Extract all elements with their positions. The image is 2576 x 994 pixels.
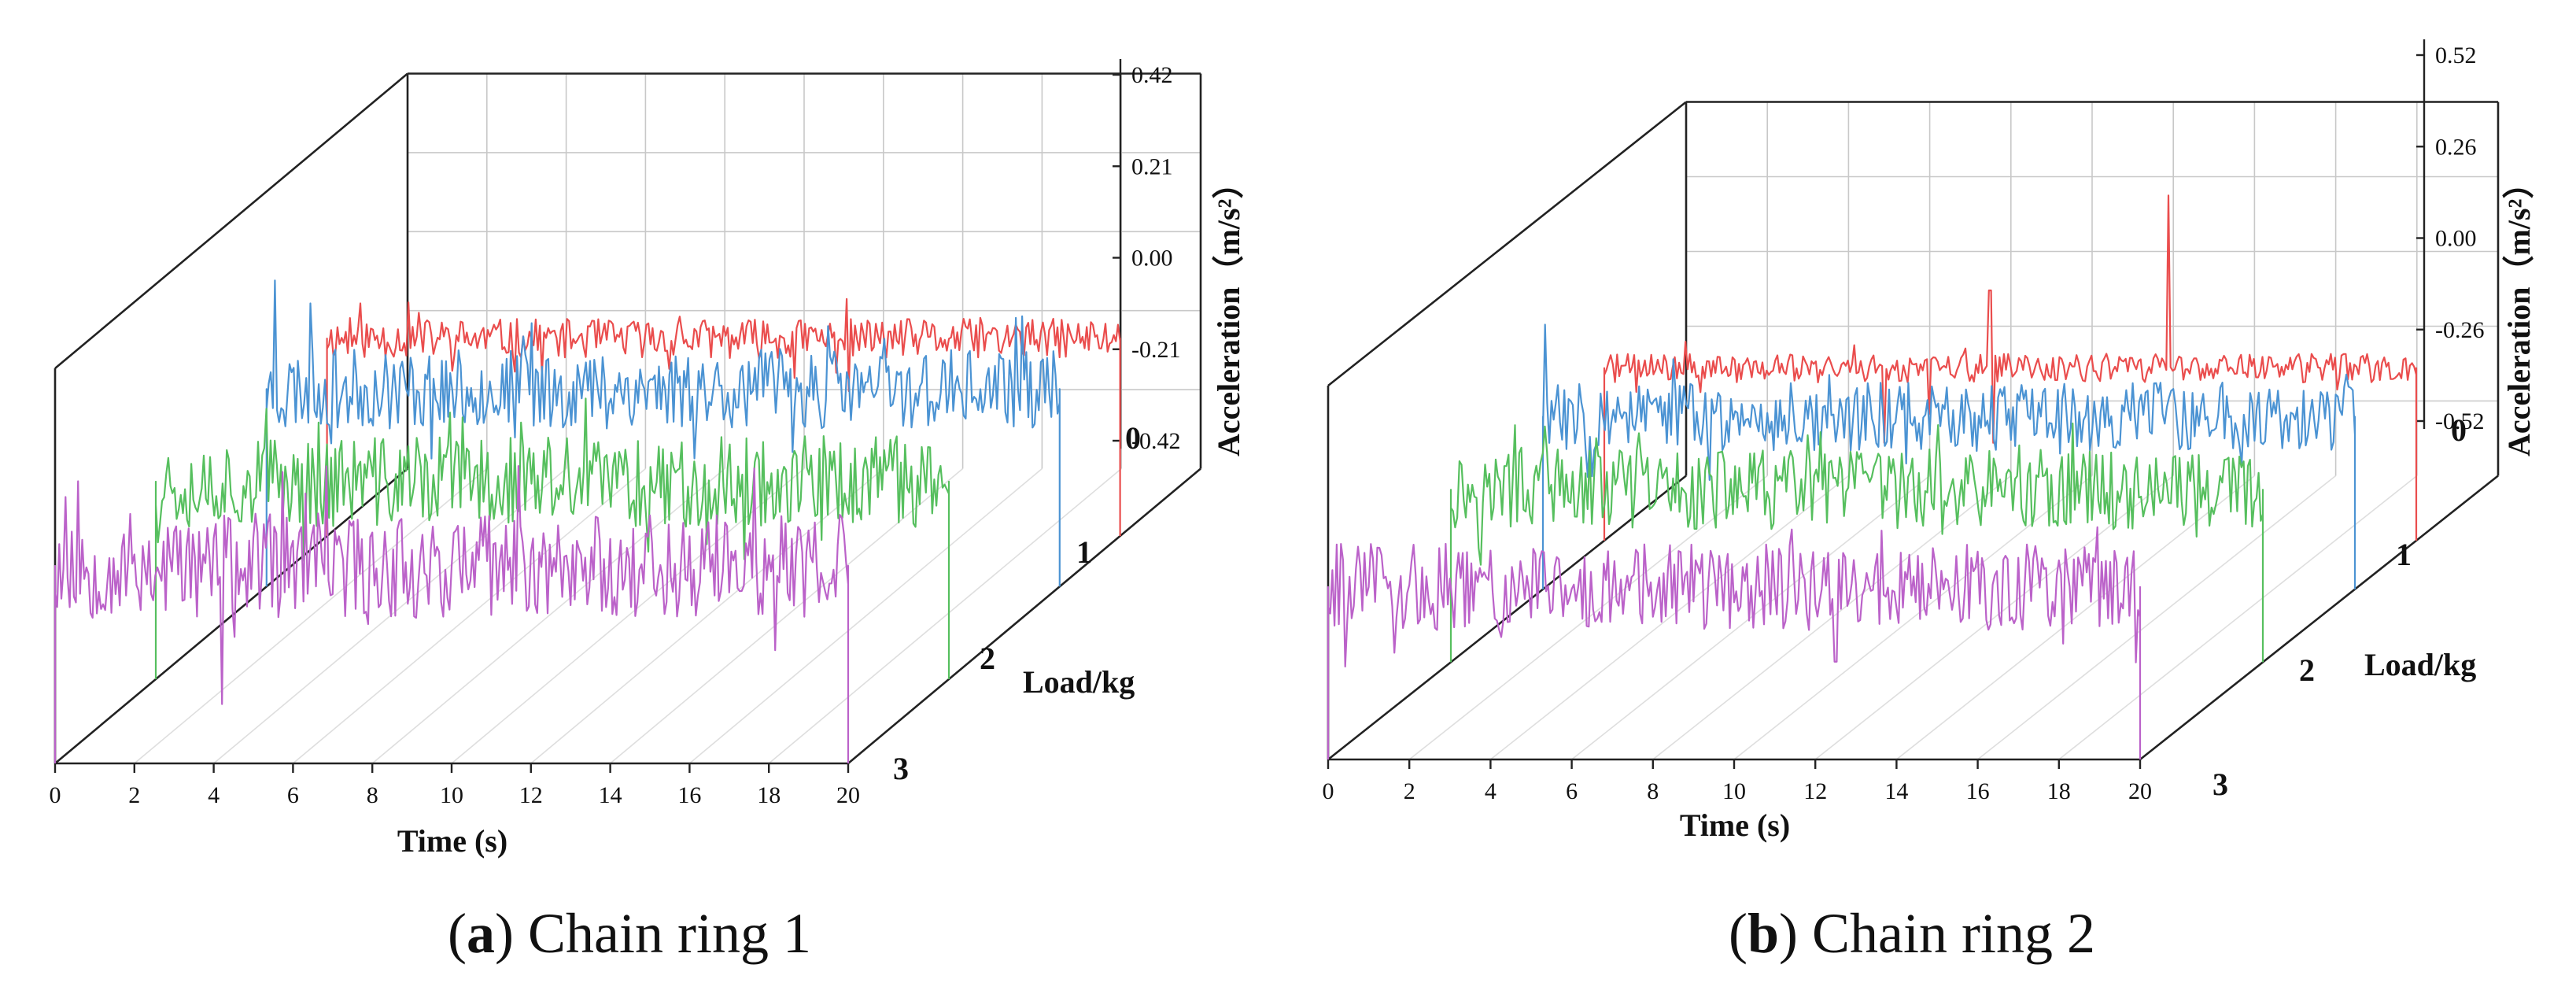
x-tick-label: 12: [519, 782, 543, 808]
x-axis-label: Time (s): [397, 823, 507, 859]
grid: [1327, 101, 2499, 760]
grid-line: [1977, 475, 2337, 760]
x-tick-label: 10: [440, 782, 463, 808]
caption-text: ) Chain ring 1: [495, 902, 811, 965]
x-tick-label: 6: [1566, 778, 1578, 804]
y-tick-label: 0.21: [1131, 153, 1173, 179]
z-tick-label: 1: [2396, 537, 2412, 572]
grid-line: [1489, 475, 1849, 760]
y-tick-label: 0.42: [1131, 62, 1173, 88]
x-tick-label: 16: [677, 782, 701, 808]
z-axis: 0 1 2 3 Load/kg: [2212, 412, 2476, 802]
series-line-load-3: [54, 465, 850, 763]
series-line-load-2: [1449, 422, 2264, 663]
caption-open-paren: (: [1729, 902, 1747, 965]
x-tick-label: 8: [367, 782, 378, 808]
y-axis: 0.42 0.21 0.00 -0.21 -0.42 Acceleration（m/s²）: [1113, 59, 1246, 456]
y-tick-label: 0.26: [2435, 134, 2477, 160]
y-tick-label: -0.42: [1131, 428, 1181, 454]
x-tick-label: 2: [1404, 778, 1415, 804]
x-tick-label: 14: [599, 782, 622, 808]
grid-line: [1733, 475, 2093, 760]
axis-line: [1327, 101, 1687, 387]
x-tick-label: 20: [836, 782, 860, 808]
x-tick-label: 0: [50, 782, 61, 808]
z-axis-label: Load/kg: [1023, 664, 1135, 700]
y-tick-label: 0.00: [1131, 246, 1173, 272]
grid: [54, 72, 1201, 764]
y-tick-label: 0.52: [2435, 42, 2477, 68]
series-line-load-2: [154, 397, 950, 679]
series-group: [54, 279, 1121, 763]
z-tick-label: 0: [1125, 420, 1141, 456]
y-tick-label: -0.26: [2435, 317, 2485, 343]
z-tick-label: 3: [893, 751, 909, 786]
axis-line: [54, 72, 408, 369]
z-axis: 0 1 2 3 Load/kg: [893, 420, 1141, 786]
grid-line: [213, 467, 567, 764]
axis-line: [2139, 475, 2499, 761]
grid-line: [2058, 475, 2418, 760]
y-tick-label: -0.52: [2435, 408, 2485, 434]
axis-frame: [54, 72, 1202, 765]
grid-line: [1571, 475, 1931, 760]
x-tick-label: 18: [757, 782, 781, 808]
x-axis: 0 2 4 6 8 10 12 14 16 18 20 Time (s): [1323, 759, 2152, 843]
figure-caption: (a) Chain ring 1: [448, 902, 811, 965]
z-axis-label: Load/kg: [2364, 647, 2476, 682]
grid-line: [530, 467, 884, 764]
x-tick-label: 14: [1884, 778, 1908, 804]
grid-line: [1895, 475, 2255, 760]
series-line-load-1: [1541, 323, 2356, 589]
caption-letter: a: [467, 902, 495, 965]
y-axis-label: Acceleration（m/s²）: [2501, 168, 2537, 456]
series-group: [1327, 194, 2418, 759]
caption-open-paren: (: [448, 902, 467, 965]
z-tick-label: 2: [2299, 652, 2315, 688]
y-tick-label: 0.00: [2435, 226, 2477, 252]
x-tick-label: 18: [2047, 778, 2071, 804]
y-tick-label: -0.21: [1131, 337, 1181, 363]
x-tick-label: 8: [1647, 778, 1659, 804]
series-line-load-3: [1327, 526, 2142, 759]
x-tick-label: 2: [128, 782, 140, 808]
grid-line: [610, 467, 964, 764]
x-tick-label: 0: [1323, 778, 1334, 804]
z-tick-label: 0: [2451, 412, 2467, 448]
x-tick-label: 20: [2128, 778, 2152, 804]
grid-line: [134, 467, 488, 764]
x-tick-label: 12: [1803, 778, 1827, 804]
series-line-load-0: [1603, 194, 2418, 541]
x-tick-label: 4: [208, 782, 220, 808]
x-axis-label: Time (s): [1680, 807, 1790, 843]
x-axis: 0 2 4 6 8 10 12 14 16 18 20 Time (s): [50, 763, 860, 859]
grid-line: [371, 467, 725, 764]
caption-letter: b: [1747, 902, 1779, 965]
series-line-load-1: [265, 279, 1061, 587]
grid-line: [688, 467, 1043, 764]
series-line-load-0: [326, 297, 1121, 537]
x-tick-label: 4: [1485, 778, 1497, 804]
x-tick-label: 10: [1722, 778, 1746, 804]
grid-line: [1652, 475, 2012, 760]
grid-line: [292, 467, 646, 764]
figure-caption: (b) Chain ring 2: [1729, 902, 2095, 965]
axis-line: [847, 467, 1201, 764]
x-tick-label: 16: [1966, 778, 1990, 804]
z-tick-label: 1: [1076, 534, 1092, 570]
grid-line: [768, 467, 1122, 764]
y-axis: 0.52 0.26 0.00 -0.26 -0.52 Acceleration（m/s²）: [2416, 39, 2537, 456]
y-axis-label: Acceleration（m/s²）: [1211, 168, 1246, 456]
z-tick-label: 3: [2212, 767, 2228, 802]
z-tick-label: 2: [980, 641, 995, 676]
caption-text: ) Chain ring 2: [1779, 902, 2095, 965]
axis-line: [54, 467, 408, 764]
x-tick-label: 6: [287, 782, 299, 808]
axis-frame: [1327, 101, 2500, 761]
